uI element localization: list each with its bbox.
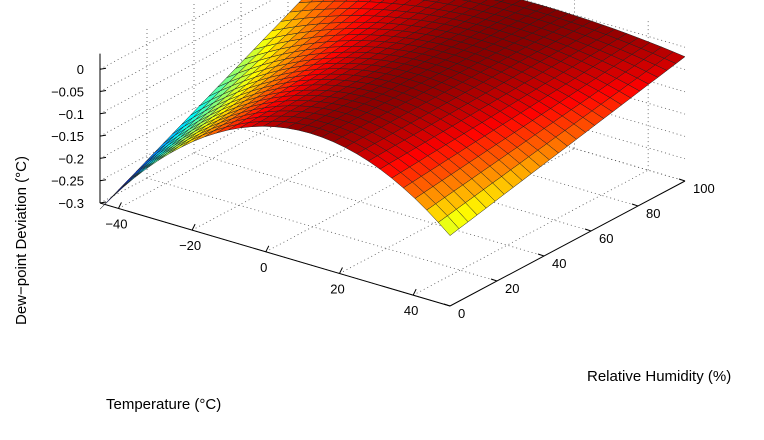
x-tick-mark xyxy=(117,202,122,209)
y-tick-label: 40 xyxy=(552,256,566,271)
sidewall-gridline-z xyxy=(99,55,336,182)
x-tick-mark xyxy=(339,267,343,274)
z-tick-mark xyxy=(99,156,107,159)
floor-gridline-y xyxy=(240,127,592,232)
z-tick-mark xyxy=(99,201,107,204)
surface-layer xyxy=(99,0,686,236)
y-tick-label: 0 xyxy=(458,306,465,321)
sidewall-gridline-z xyxy=(99,77,336,204)
x-tick-mark xyxy=(265,245,270,253)
x-tick-label: 20 xyxy=(330,281,344,296)
z-tick-label: −0.3 xyxy=(58,196,84,211)
x-tick-label: −20 xyxy=(179,238,201,253)
z-tick-mark xyxy=(99,67,107,70)
axis-lines xyxy=(99,53,686,307)
z-tick-label: 0 xyxy=(77,62,84,77)
floor-gridline-y xyxy=(146,177,498,282)
z-tick-mark xyxy=(99,112,107,115)
floor-gridline-x xyxy=(412,169,649,296)
floor-gridline-x xyxy=(191,104,428,231)
y-tick-label: 60 xyxy=(599,231,613,246)
tick-marks xyxy=(99,67,686,307)
y-tick-mark xyxy=(631,203,639,207)
sidewall-gridline-z xyxy=(99,0,231,70)
z-tick-label: −0.15 xyxy=(51,129,84,144)
y-tick-label: 20 xyxy=(505,281,519,296)
y-tick-mark xyxy=(443,303,451,307)
sidewall-gridline-z xyxy=(99,10,336,137)
floor-gridline-x xyxy=(118,83,354,209)
y-axis-line xyxy=(449,180,686,307)
y-axis-title: Relative Humidity (%) xyxy=(587,368,731,385)
x-tick-mark xyxy=(191,223,196,231)
floor-gridline-y xyxy=(193,152,545,257)
z-tick-label: −0.2 xyxy=(58,151,84,166)
sidewall-gridline-z xyxy=(99,0,315,115)
z-tick-mark xyxy=(99,90,107,92)
x-tick-label: −40 xyxy=(105,216,127,231)
z-axis-title: Dew−point Deviation (°C) xyxy=(13,156,30,325)
x-tick-label: 40 xyxy=(404,303,418,318)
floor-gridline-x xyxy=(339,148,575,274)
y-tick-label: 80 xyxy=(646,206,660,221)
sidewall-gridline-z xyxy=(99,0,273,92)
y-tick-label: 100 xyxy=(693,181,715,196)
x-tick-mark xyxy=(412,288,417,296)
x-axis-title: Temperature (°C) xyxy=(106,396,221,413)
backwall-gridline-z xyxy=(523,0,686,48)
y-tick-mark xyxy=(678,178,686,182)
sidewall-gridline-z xyxy=(99,33,336,159)
y-tick-mark xyxy=(537,253,545,257)
z-tick-label: −0.05 xyxy=(51,85,84,100)
surface-patch xyxy=(437,215,460,236)
tick-labels: −40 −20 0 20 40 0 20 40 60 80 100 0 −0.05 −0.1 −0.15 −0… xyxy=(51,62,715,321)
y-tick-mark xyxy=(584,228,592,232)
x-tick-label: 0 xyxy=(260,260,267,275)
floor-gridline-x xyxy=(265,126,501,253)
y-tick-mark xyxy=(490,278,498,282)
z-tick-mark xyxy=(99,134,107,137)
z-tick-label: −0.25 xyxy=(51,174,84,189)
z-tick-mark xyxy=(99,179,107,182)
x-axis-line xyxy=(99,202,451,307)
z-tick-label: −0.1 xyxy=(58,107,84,122)
